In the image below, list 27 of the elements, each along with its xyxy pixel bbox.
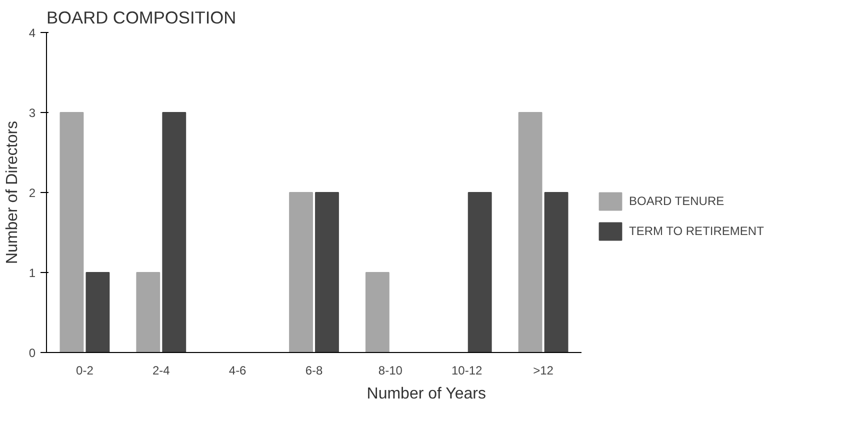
y-tick-label: 3 [28,106,36,120]
bar [136,272,160,352]
bar [468,192,492,352]
bar [518,112,542,352]
bar [544,192,568,352]
y-tick-label: 4 [28,26,36,40]
x-tick-label: 8-10 [378,364,403,378]
x-tick-label: 2-4 [152,364,170,378]
y-tick-label: 2 [28,186,36,200]
y-tick-label: 0 [28,346,36,360]
bar [86,272,110,352]
bar [162,112,186,352]
bar [315,192,339,352]
x-tick-label: 4-6 [228,364,247,378]
y-tick-label: 1 [28,266,36,280]
x-tick-label: 0-2 [76,364,94,378]
bar [289,192,313,352]
x-tick-label: >12 [533,364,554,378]
x-axis-title: Number of Years [366,386,486,402]
x-tick-label: 6-8 [305,364,323,378]
x-tick-label: 10-12 [452,364,483,378]
bar [365,272,390,352]
legend-label: TERM TO RETIREMENT [629,224,764,238]
chart-title: BOARD COMPOSITION [46,8,236,28]
y-axis-title: Number of Directors [4,120,21,264]
bar [60,112,84,352]
legend-label: BOARD TENURE [629,194,724,208]
